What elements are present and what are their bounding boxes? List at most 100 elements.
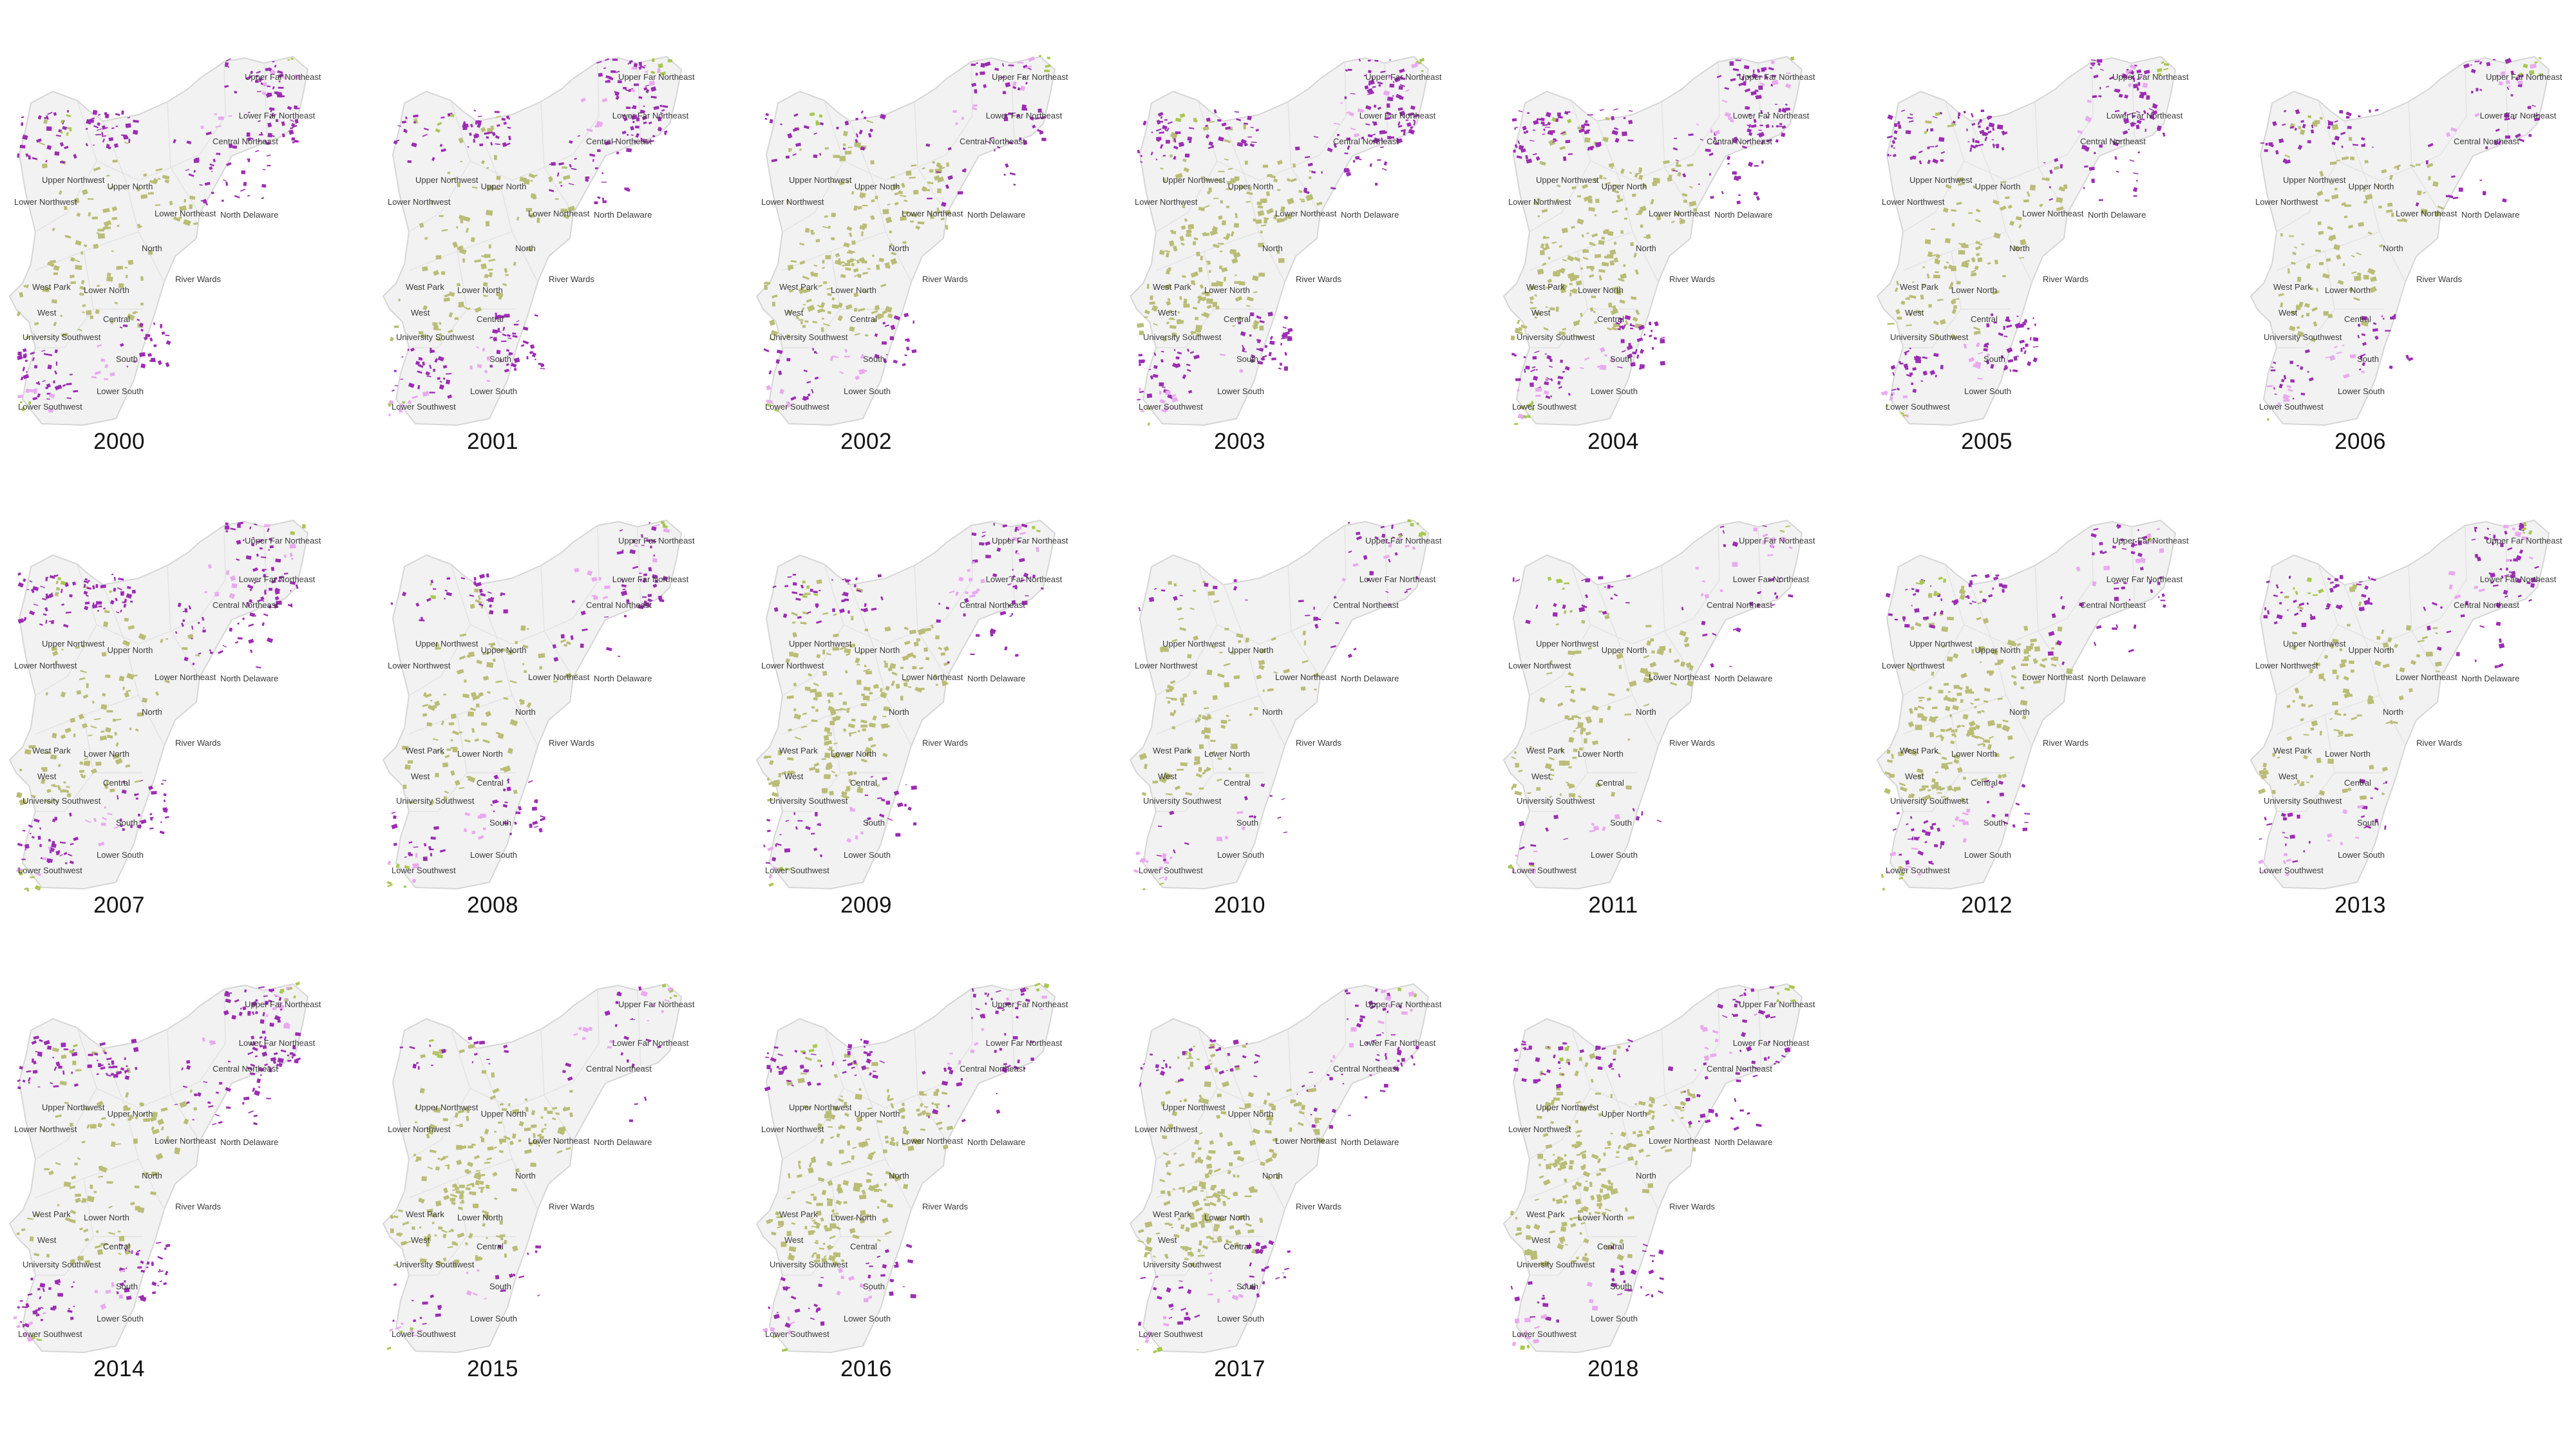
olive-patch [2284,154,2290,158]
olive-patch [564,644,567,647]
purple-patch [1166,140,1170,144]
olive-patch [1213,600,1220,603]
olive-patch [1583,196,1591,202]
purple-patch [1748,113,1751,116]
olive-patch [450,713,457,719]
purple-patch [249,649,253,654]
purple-patch [1369,571,1374,576]
olive-patch [91,700,95,704]
olive-patch [1230,178,1236,184]
olive-patch [1689,665,1694,671]
olive-patch [2319,171,2324,177]
district-label: West [2278,308,2298,317]
district-label: Lower Northwest [14,197,77,207]
olive-patch [2336,254,2342,260]
olive-patch [1171,231,1177,234]
purple-patch [2289,126,2295,129]
purple-patch [2148,581,2152,584]
purple-patch [642,138,647,140]
purple-patch [1940,151,1946,155]
olive-patch [1258,659,1265,665]
purple-patch [269,117,272,118]
olive-patch [1220,724,1226,729]
purple-patch [2136,69,2142,73]
pink-patch [1014,553,1020,555]
purple-patch [1532,355,1537,360]
purple-patch [2088,166,2095,171]
purple-patch [69,374,73,375]
olive-patch [913,189,919,194]
purple-patch [2284,836,2289,839]
purple-patch [1221,122,1227,127]
olive-patch [526,247,533,252]
purple-patch [2139,567,2144,571]
purple-patch [2345,115,2350,119]
purple-patch [1672,169,1678,172]
purple-patch [813,591,818,594]
purple-patch [1760,110,1763,115]
district-label: West Park [779,746,818,755]
purple-patch [1957,116,1960,119]
purple-patch [1991,786,1994,788]
purple-patch [1998,583,2003,587]
purple-patch [2270,369,2276,372]
purple-patch [1764,67,1767,71]
lime-patch [66,114,71,118]
purple-patch [2357,334,2360,339]
pink-patch [2450,127,2458,133]
olive-patch [2391,212,2394,217]
olive-patch [430,699,433,702]
purple-patch [2163,133,2166,137]
purple-patch [1984,574,1990,578]
district-boundary [1596,120,1659,283]
pink-patch [1771,60,1775,64]
purple-patch [629,60,633,64]
purple-patch [2506,567,2508,571]
olive-patch [128,260,134,265]
purple-patch [1918,160,1922,165]
purple-patch [905,784,907,786]
purple-patch [620,590,628,596]
purple-patch [2093,641,2097,647]
purple-patch [512,335,518,338]
olive-patches [389,115,576,342]
purple-patch [256,70,261,74]
purple-patch [1887,135,1893,139]
olive-patch [1959,594,1965,600]
purple-patch [390,602,393,605]
olive-patch [1609,260,1615,266]
purple-patch [1887,114,1893,120]
olive-patch [1669,649,1672,653]
olive-patch [1975,724,1980,730]
purple-patch [275,118,279,122]
olive-patch [1530,301,1533,305]
olive-patch [164,679,170,684]
olive-patch [2007,204,2012,209]
purple-patch [1639,364,1645,369]
purple-patch [1379,130,1386,135]
lime-patch [387,884,393,887]
olive-patch [1941,756,1947,761]
pink-patches [387,524,670,884]
lime-patch [1036,529,1041,533]
olive-patch [1539,160,1546,166]
lime-patch [290,531,296,535]
purple-patch [502,822,509,825]
purple-patch [1335,621,1340,625]
district-label: Lower North [84,285,129,295]
olive-patch [1976,252,1980,257]
purple-patch [605,75,612,79]
purple-patch [889,336,895,341]
pink-patch [2474,113,2480,117]
pink-patch [42,857,46,860]
purple-patch [33,603,39,607]
olive-patch [804,592,811,596]
olive-patch [393,325,399,328]
purple-patch [1564,111,1569,115]
olive-patch [1975,209,1981,213]
purple-patch [1387,97,1394,102]
pink-patch [766,399,773,404]
purple-patch [990,137,994,139]
pink-patch [1017,526,1022,530]
purple-patch [527,780,533,783]
